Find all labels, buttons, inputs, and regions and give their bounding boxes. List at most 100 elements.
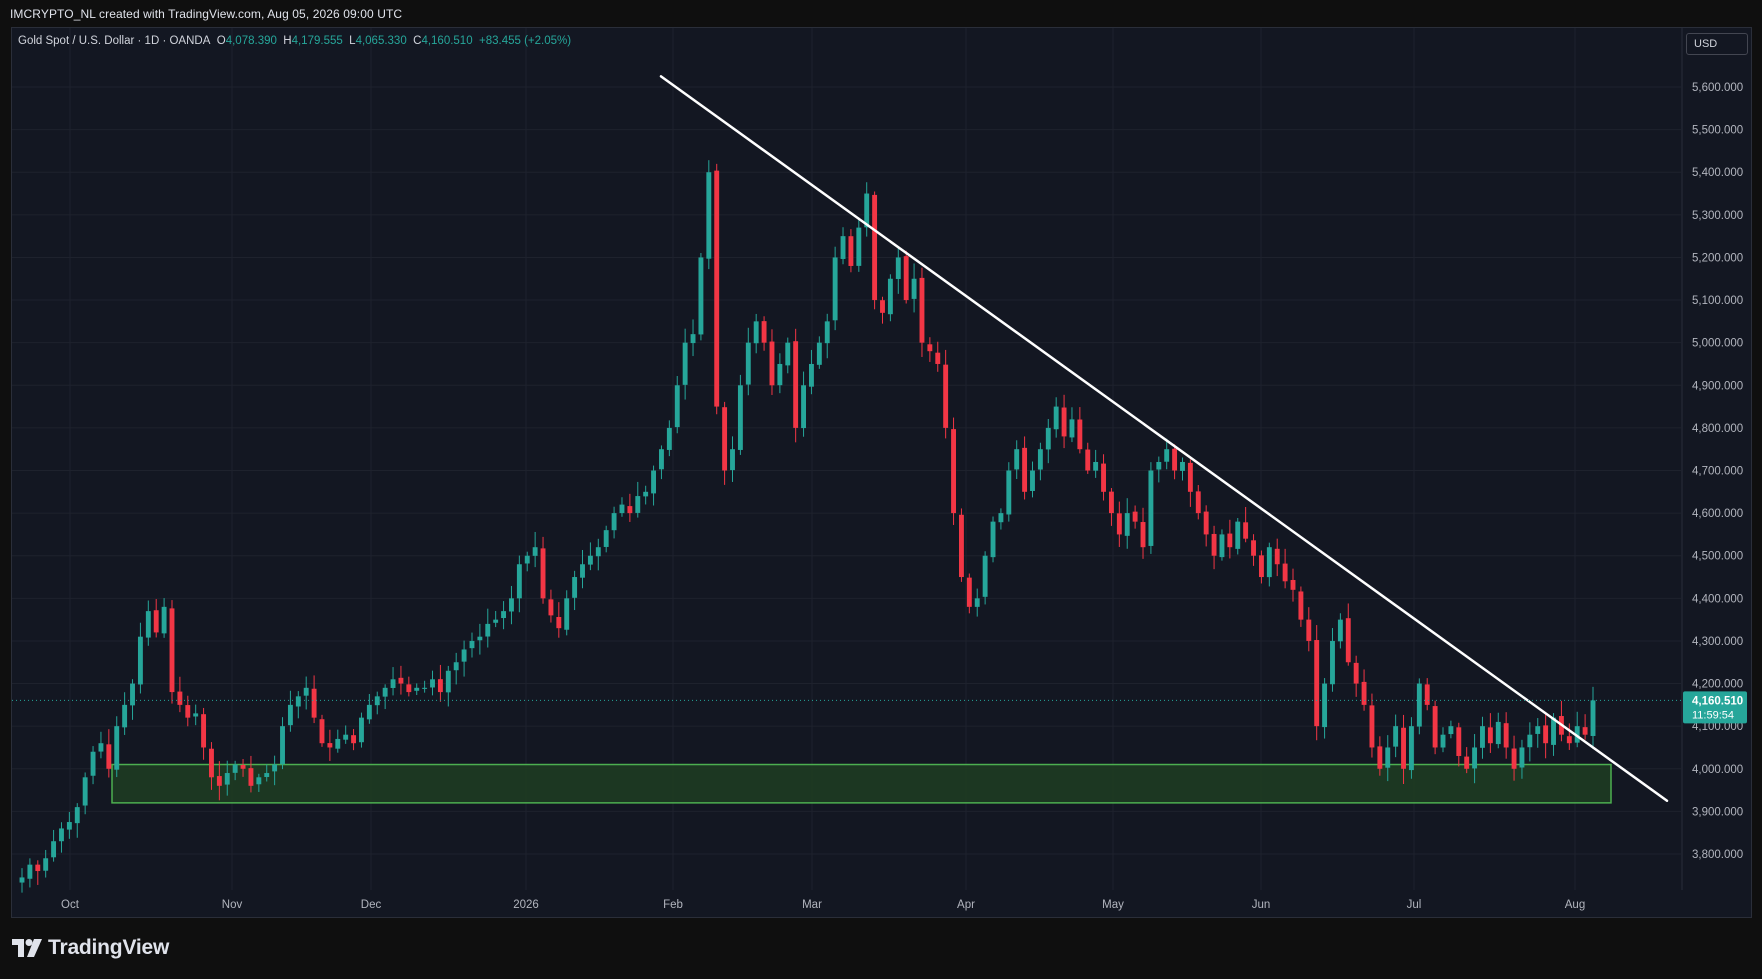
candle-body [1124, 513, 1130, 536]
time-tick-label: Apr [957, 899, 975, 911]
candle-body [659, 449, 664, 470]
candle [1408, 717, 1414, 779]
top-bar: IMCRYPTO_NL created with TradingView.com… [0, 0, 1762, 27]
candle-body [753, 321, 759, 344]
candle [1251, 534, 1256, 566]
candle [856, 217, 862, 272]
candle [287, 690, 293, 732]
time-axis[interactable]: Oct Nov Dec 2026 Feb Mar Apr May Jun Jul Aug [61, 899, 1585, 911]
candle-body [1053, 406, 1059, 430]
candle [1456, 722, 1462, 767]
candle [19, 868, 25, 893]
candle-body [343, 734, 349, 740]
candle [1195, 485, 1201, 520]
candle [493, 610, 499, 628]
price-tick-label: 4,200.000 [1692, 679, 1743, 691]
candle-body [1369, 705, 1375, 748]
candle-body [351, 735, 357, 744]
candle-body [714, 170, 720, 407]
candle-body [98, 743, 104, 752]
candle [730, 436, 735, 482]
candle-body [295, 696, 301, 707]
high-label: H [283, 35, 292, 47]
candle-body [793, 341, 799, 428]
candle [1361, 669, 1367, 711]
candle [1330, 628, 1335, 692]
candle [1266, 542, 1272, 587]
time-tick-label: 2026 [513, 899, 539, 911]
candle-body [82, 777, 88, 806]
candle-body [1164, 449, 1170, 462]
last-price-tag: 4,160.510 11:59:54 [1683, 691, 1747, 724]
price-tick-label: 5,300.000 [1692, 210, 1743, 222]
candle [398, 665, 404, 695]
candle-body [1424, 684, 1430, 705]
candle [43, 849, 49, 878]
candle [619, 497, 625, 517]
candle-body [1258, 555, 1264, 578]
candle-body [643, 491, 649, 497]
candle [343, 725, 349, 744]
candle [130, 679, 135, 720]
candle [232, 760, 238, 781]
candle [137, 622, 143, 694]
candle-body [943, 364, 949, 428]
candle [501, 601, 507, 630]
price-tick-label: 4,300.000 [1692, 636, 1743, 648]
candle-body [137, 636, 143, 685]
candle-body [1519, 747, 1525, 768]
candle [832, 246, 838, 331]
candle [59, 822, 64, 853]
open-value: 4,078.390 [225, 35, 277, 47]
candle-body [666, 427, 672, 450]
candle-body [185, 705, 191, 718]
price-axis[interactable]: 3,800.000 3,900.000 4,000.000 4,100.000 4,20… [1692, 82, 1743, 861]
candle-body [919, 277, 925, 343]
currency-button[interactable]: USD [1686, 33, 1748, 55]
candle-body [516, 564, 522, 599]
candle [903, 250, 909, 304]
candle [793, 328, 799, 443]
candle [872, 191, 878, 310]
candle-body [1148, 470, 1154, 546]
last-price-value: 4,160.510 [1692, 695, 1743, 707]
candle-body [548, 599, 554, 616]
candle-body [745, 342, 751, 385]
candle [1156, 456, 1162, 483]
price-tick-label: 5,500.000 [1692, 125, 1743, 137]
candle-body [1030, 470, 1035, 491]
candle [777, 353, 783, 394]
symbol-name: Gold Spot / U.S. Dollar · 1D · OANDA [18, 35, 211, 47]
tradingview-branding[interactable]: TradingView [12, 936, 169, 960]
symbol-legend[interactable]: Gold Spot / U.S. Dollar · 1D · OANDA O4,… [18, 35, 571, 47]
candle [264, 764, 270, 782]
candle-body [106, 744, 112, 769]
candle-body [145, 611, 151, 638]
price-tick-label: 5,200.000 [1692, 252, 1743, 264]
support-zone[interactable] [111, 763, 1612, 804]
candle [690, 319, 696, 357]
candle [406, 676, 412, 697]
candle [201, 707, 207, 760]
candle [769, 329, 775, 395]
candle-body [856, 227, 862, 266]
candle [1219, 529, 1225, 561]
candle-body [903, 256, 909, 301]
candle [469, 632, 475, 658]
candle [477, 623, 483, 655]
candle-body [1156, 461, 1162, 470]
candle-body [224, 773, 230, 785]
candle [161, 598, 167, 638]
candle-body [66, 822, 72, 830]
candle-body [1495, 721, 1501, 745]
candle-body [477, 636, 483, 641]
candle-body [1132, 511, 1138, 522]
candle-body [832, 257, 838, 321]
candle [580, 550, 585, 589]
candle-body [1385, 747, 1391, 768]
candle-body [359, 717, 364, 743]
downtrend-line[interactable] [659, 75, 1669, 802]
candle-body [848, 236, 854, 266]
candle [51, 829, 57, 862]
